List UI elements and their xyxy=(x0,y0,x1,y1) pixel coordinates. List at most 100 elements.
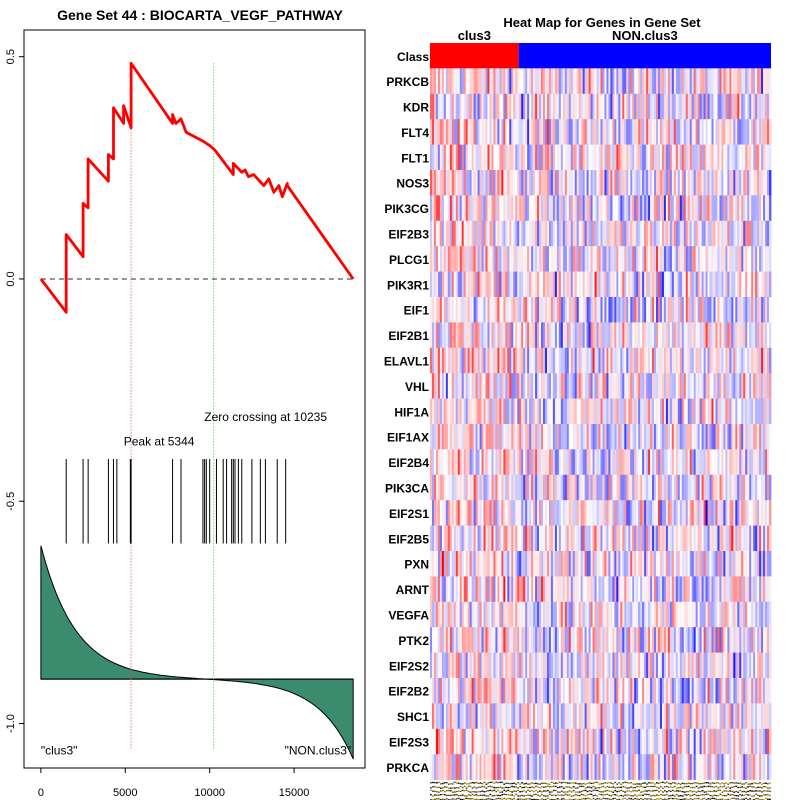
heatmap-cell xyxy=(652,398,655,425)
heatmap-cell xyxy=(564,246,568,272)
heatmap-cell xyxy=(717,703,720,730)
heatmap-cell xyxy=(531,551,534,577)
heatmap-cell xyxy=(711,373,714,399)
heatmap-cell xyxy=(761,678,764,704)
heatmap-cell xyxy=(624,525,627,552)
heatmap-cell xyxy=(543,627,546,653)
heatmap-cell xyxy=(630,271,633,298)
heatmap-cell xyxy=(697,652,701,679)
heatmap-cell xyxy=(723,652,726,679)
heatmap-cell xyxy=(469,347,473,374)
heatmap-cell xyxy=(620,322,623,349)
heatmap-cell xyxy=(566,220,570,247)
heatmap-cell xyxy=(453,525,457,552)
heatmap-cell xyxy=(759,627,762,653)
heatmap-cell xyxy=(705,525,708,552)
heatmap-cell xyxy=(449,170,453,196)
heatmap-cell xyxy=(537,678,540,704)
heatmap-cell xyxy=(685,93,689,120)
heatmap-cell xyxy=(654,246,657,272)
heatmap-cell xyxy=(433,195,437,222)
heatmap-cell xyxy=(739,220,742,247)
heatmap-cell xyxy=(727,119,730,145)
heatmap-cell xyxy=(445,195,449,222)
heatmap-cell xyxy=(667,449,671,476)
heatmap-cell xyxy=(737,220,740,247)
heatmap-cell xyxy=(479,449,482,476)
heatmap-cell xyxy=(539,652,542,679)
heatmap-cell xyxy=(602,373,605,399)
heatmap-cell xyxy=(511,551,514,577)
heatmap-cell xyxy=(626,703,629,730)
heatmap-cell xyxy=(499,220,502,247)
heatmap-cell xyxy=(552,678,556,704)
heatmap-cell xyxy=(697,297,701,323)
heatmap-cell xyxy=(481,119,484,145)
heatmap-cell xyxy=(594,373,597,399)
heatmap-cell xyxy=(489,119,492,145)
heatmap-cell xyxy=(713,373,716,399)
heatmap-cell xyxy=(739,322,742,349)
heatmap-cell xyxy=(703,347,706,374)
heatmap-cell xyxy=(723,500,726,526)
heatmap-cell xyxy=(531,297,534,323)
heatmap-cell xyxy=(560,703,564,730)
heatmap-cell xyxy=(509,424,512,450)
heatmap-cell xyxy=(731,398,734,425)
heatmap-cell xyxy=(539,525,542,552)
heatmap-cell xyxy=(638,144,641,171)
heatmap-cell xyxy=(493,398,496,425)
heatmap-cell xyxy=(469,246,473,272)
heatmap-cell xyxy=(661,627,665,653)
y-tick-label: -1.0 xyxy=(5,714,17,733)
heatmap-cell xyxy=(683,525,687,552)
heatmap-cell xyxy=(515,144,518,171)
heatmap-cell xyxy=(654,525,657,552)
heatmap-cell xyxy=(703,398,706,425)
sample-label-mark xyxy=(447,787,450,789)
heatmap-cell xyxy=(433,93,437,120)
heatmap-cell xyxy=(471,246,475,272)
heatmap-cell xyxy=(709,398,712,425)
heatmap-cell xyxy=(445,322,449,349)
heatmap-cell xyxy=(628,373,631,399)
heatmap-cell xyxy=(598,297,601,323)
heatmap-cell xyxy=(628,220,631,247)
heatmap-cell xyxy=(592,474,595,501)
heatmap-cell xyxy=(533,500,536,526)
heatmap-cell xyxy=(652,195,655,222)
heatmap-cell xyxy=(729,119,732,145)
heatmap-cell xyxy=(578,474,582,501)
heatmap-cell xyxy=(443,728,447,755)
heatmap-cell xyxy=(431,424,435,450)
heatmap-cell xyxy=(439,170,443,196)
heatmap-cell xyxy=(582,551,586,577)
heatmap-cell xyxy=(509,373,512,399)
heatmap-cell xyxy=(499,424,502,450)
heatmap-cell xyxy=(501,525,504,552)
heatmap-cell xyxy=(471,474,475,501)
heatmap-cell xyxy=(523,271,526,298)
heatmap-cell xyxy=(602,195,605,222)
heatmap-cell xyxy=(759,754,762,780)
heatmap-cell xyxy=(624,144,627,171)
heatmap-cell xyxy=(624,652,627,679)
heatmap-cell xyxy=(733,144,736,171)
heatmap-cell xyxy=(543,728,546,755)
heatmap-cell xyxy=(503,500,506,526)
heatmap-cell xyxy=(489,652,492,679)
heatmap-cell xyxy=(586,424,589,450)
heatmap-cell xyxy=(604,728,607,755)
heatmap-cell xyxy=(663,576,667,603)
heatmap-cell xyxy=(610,68,613,95)
heatmap-cell xyxy=(455,576,459,603)
heatmap-cell xyxy=(757,601,760,628)
heatmap-cell xyxy=(572,170,576,196)
heatmap-cell xyxy=(477,195,480,222)
heatmap-cell xyxy=(433,322,437,349)
heatmap-cell xyxy=(576,754,580,780)
heatmap-cell xyxy=(656,500,659,526)
heatmap-cell xyxy=(661,652,665,679)
heatmap-cell xyxy=(477,271,480,298)
